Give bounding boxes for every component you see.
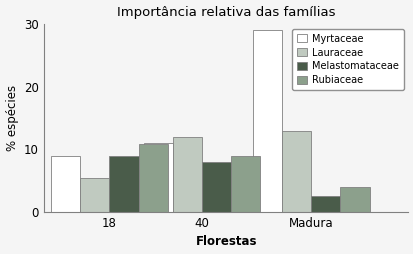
- Y-axis label: % espécies: % espécies: [5, 85, 19, 151]
- Bar: [51, 156, 80, 212]
- Bar: [80, 178, 109, 212]
- Bar: [281, 131, 311, 212]
- Bar: [138, 144, 167, 212]
- Bar: [143, 143, 172, 212]
- Bar: [230, 156, 259, 212]
- Bar: [172, 137, 202, 212]
- X-axis label: Florestas: Florestas: [195, 235, 256, 248]
- Title: Importância relativa das famílias: Importância relativa das famílias: [116, 6, 335, 19]
- Legend: Myrtaceae, Lauraceae, Melastomataceae, Rubiaceae: Myrtaceae, Lauraceae, Melastomataceae, R…: [292, 29, 403, 90]
- Bar: [109, 156, 138, 212]
- Bar: [311, 196, 339, 212]
- Bar: [202, 162, 230, 212]
- Bar: [339, 187, 369, 212]
- Bar: [252, 30, 281, 212]
